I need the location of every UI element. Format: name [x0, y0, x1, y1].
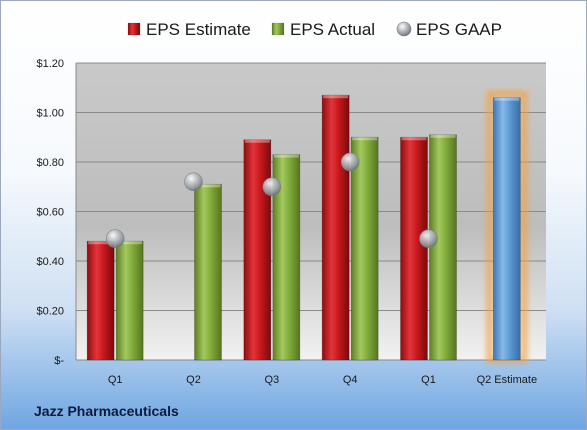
bar-eps-actual [350, 136, 379, 361]
y-tick-label: $0.80 [36, 157, 64, 169]
y-tick-label: $0.60 [36, 207, 64, 219]
legend-label: EPS Actual [290, 20, 375, 39]
bar-eps-estimate-body [243, 139, 272, 361]
bar-eps-actual-body [429, 134, 457, 361]
x-tick-label: Q1 [421, 374, 436, 386]
bar-eps-actual-top-highlight [430, 134, 456, 138]
bar-q2-estimate-top-highlight [494, 97, 520, 101]
bar-eps-actual-top-highlight [195, 184, 221, 188]
bar-eps-actual [194, 183, 222, 361]
legend: EPS Estimate EPS Actual EPS GAAP [127, 20, 502, 39]
bar-eps-actual-body [194, 183, 222, 361]
bar-eps-estimate [86, 240, 115, 361]
y-tick-label: $0.40 [36, 256, 64, 268]
y-tick-label: $1.20 [36, 58, 64, 70]
bar-eps-actual-body [115, 240, 144, 361]
x-tick-label: Q3 [264, 374, 279, 386]
bar-eps-actual-top-highlight [352, 137, 378, 141]
y-tick-label: $1.00 [36, 108, 64, 120]
axes: $- $0.20 $0.40 $0.60 $0.80 $1.00 $1.20 Q1 Q2 Q3 Q4… [36, 58, 537, 386]
y-tick-label: $- [54, 355, 64, 367]
bar-eps-estimate-top-highlight [244, 139, 270, 143]
legend-label: EPS GAAP [416, 20, 502, 39]
bar-eps-actual-body [350, 136, 379, 361]
bar-eps-estimate-body [321, 94, 350, 361]
legend-label: EPS Estimate [146, 20, 251, 39]
legend-swatch [127, 22, 141, 36]
bar-eps-actual-top-highlight [273, 154, 299, 158]
x-tick-label: Q2 [186, 374, 201, 386]
marker-eps-gaap [419, 229, 438, 249]
marker-eps-gaap [340, 152, 360, 172]
bar-eps-estimate-top-highlight [323, 95, 349, 99]
company-name: Jazz Pharmaceuticals [34, 403, 179, 419]
x-tick-label: Q1 [108, 374, 123, 386]
bar-eps-estimate-body [86, 240, 115, 361]
grid-lines [76, 62, 546, 361]
x-tick-label: Q2 Estimate [477, 374, 538, 386]
bar-eps-actual-top-highlight [117, 241, 143, 245]
y-tick-label: $0.20 [36, 306, 64, 318]
marker-eps-gaap [184, 172, 203, 192]
bar-eps-estimate-top-highlight [88, 241, 114, 245]
x-tick-label: Q4 [343, 374, 358, 386]
bar-eps-estimate-body [400, 136, 428, 361]
bar-q2-estimate-body [492, 97, 521, 361]
marker-eps-gaap [262, 177, 282, 197]
gaap-markers [105, 152, 438, 249]
bar-eps-estimate [321, 94, 350, 361]
legend-swatch-eps-gaap [396, 21, 412, 37]
bar-eps-estimate [400, 136, 428, 361]
legend-swatch [271, 22, 285, 36]
bar-eps-estimate-top-highlight [401, 137, 427, 141]
bar-eps-estimate [243, 139, 272, 361]
bar-eps-actual [115, 240, 144, 361]
marker-eps-gaap [105, 229, 125, 249]
bar-q2-estimate [492, 97, 521, 361]
bar-eps-actual [429, 134, 457, 361]
